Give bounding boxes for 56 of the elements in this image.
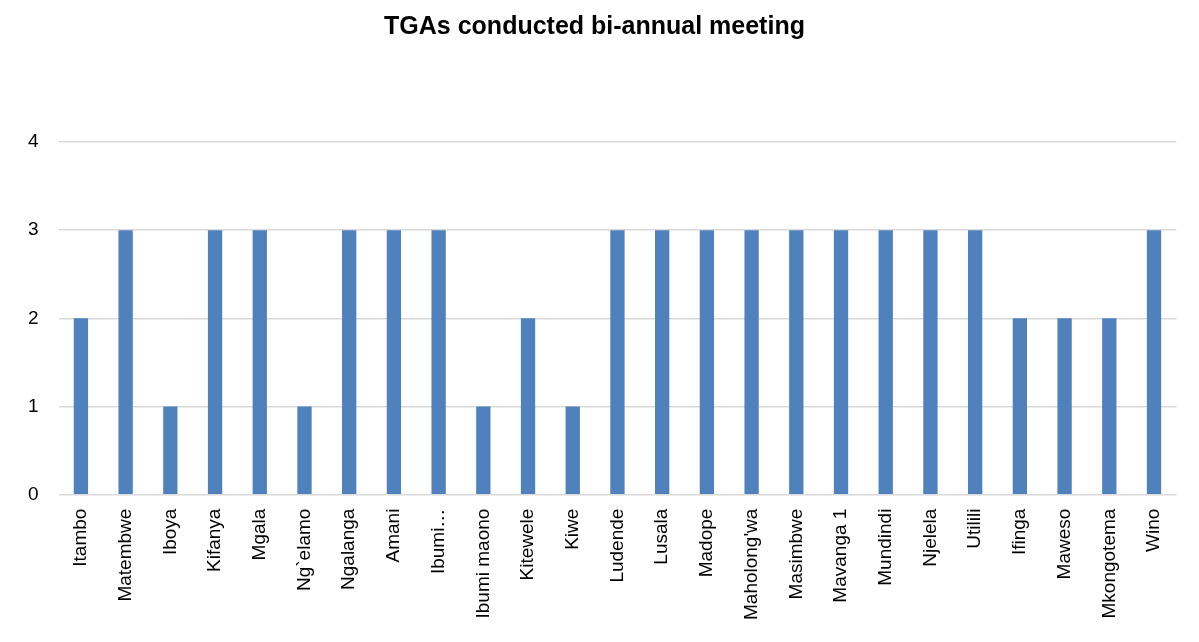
bar: [252, 230, 267, 494]
x-tick-label: Mgala: [248, 508, 269, 561]
x-tick-label: Itambo: [69, 508, 91, 567]
x-tick-label: Matembwe: [113, 508, 135, 602]
bar: [610, 230, 625, 494]
bar: [878, 230, 893, 494]
bar: [520, 318, 536, 494]
bar: [386, 230, 402, 494]
x-tick-label: Utilili: [963, 508, 985, 549]
x-tick-label: Mavanga 1: [829, 508, 851, 603]
bar: [744, 230, 759, 494]
bar: [1146, 230, 1162, 494]
x-tick-label: Ludende: [605, 508, 627, 583]
x-tick-label: Maweso: [1052, 508, 1074, 580]
bar: [476, 406, 491, 494]
x-tick-label: Mkongotema: [1097, 508, 1119, 619]
bar: [118, 230, 133, 494]
x-tick-label: Ifinga: [1008, 508, 1030, 556]
bar: [565, 406, 580, 494]
y-tick-label: 3: [27, 218, 39, 240]
x-tick-label: Kitewele: [516, 508, 538, 581]
y-tick-label: 4: [27, 130, 39, 152]
x-tick-label: Wino: [1142, 508, 1164, 552]
x-tick-label: Masimbwe: [784, 508, 806, 600]
bar: [342, 230, 357, 494]
y-tick-label: 1: [27, 394, 39, 416]
y-tick-label: 2: [27, 306, 39, 328]
bar: [789, 230, 804, 494]
x-tick-label: Amani: [382, 508, 404, 563]
x-tick-label: Lusala: [650, 508, 672, 565]
x-tick-label: Ngalanga: [337, 508, 359, 590]
bar: [968, 230, 983, 494]
bar: [73, 318, 89, 494]
bar: [699, 230, 715, 494]
x-tick-label: Njelela: [918, 508, 940, 567]
x-tick-label: Kifanya: [203, 508, 225, 573]
x-tick-label: Iboya: [158, 508, 180, 556]
bar: [923, 230, 938, 494]
bar: [1102, 318, 1117, 494]
x-tick-label: Mundindi: [873, 508, 895, 586]
bar: [1057, 318, 1072, 494]
x-tick-label: Kiwe: [560, 508, 582, 550]
bar: [655, 230, 670, 494]
bar: [431, 230, 446, 494]
x-tick-label: Madope: [695, 508, 717, 578]
bar: [207, 230, 223, 494]
bar: [833, 230, 849, 494]
bar: [297, 406, 312, 494]
x-tick-label: Ibumi…: [426, 508, 448, 575]
x-tick-label: Ibumi maono: [471, 508, 493, 619]
chart-title: TGAs conducted bi-annual meeting: [384, 10, 805, 39]
x-tick-label: Ng`elamo: [292, 508, 314, 592]
bar: [1012, 318, 1028, 494]
bar: [163, 406, 178, 494]
y-tick-label: 0: [27, 482, 39, 504]
x-tick-label: Maholong'wa: [739, 508, 761, 621]
